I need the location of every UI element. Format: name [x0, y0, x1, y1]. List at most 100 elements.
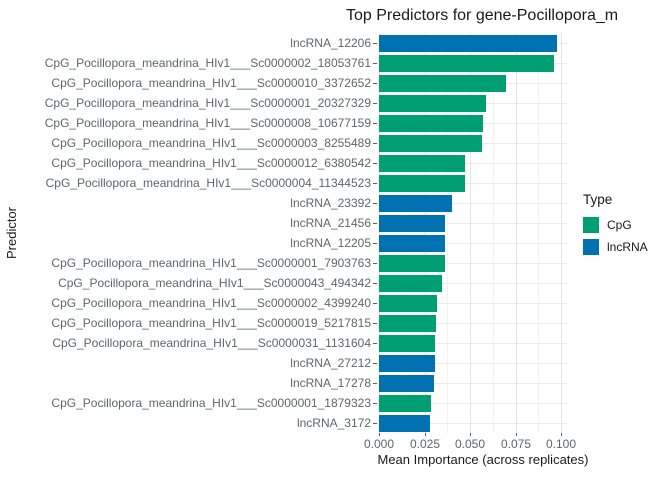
x-tick-label: 0.025: [409, 437, 441, 451]
y-tick-mark: [373, 322, 377, 324]
y-tick-mark: [373, 242, 377, 244]
bar: [379, 374, 434, 392]
gridline-horizontal: [379, 182, 567, 184]
y-axis-label: CpG_Pocillopora_meandrina_HIv1___Sc00000…: [44, 56, 371, 70]
gridline-horizontal: [379, 202, 567, 204]
gridline-major: [379, 33, 380, 433]
y-tick-mark: [373, 342, 377, 344]
bar: [379, 114, 483, 132]
bar: [379, 414, 430, 432]
chart-title: Top Predictors for gene-Pocillopora_m: [346, 7, 619, 24]
y-axis-label: CpG_Pocillopora_meandrina_HIv1___Sc00000…: [51, 76, 371, 90]
y-axis-label: lncRNA_27212: [290, 356, 371, 370]
gridline-horizontal: [379, 262, 567, 264]
x-tick-mark: [425, 433, 426, 436]
gridline-horizontal: [379, 222, 567, 224]
legend-entries: CpG lncRNA: [583, 217, 648, 255]
y-axis-label: lncRNA_17278: [290, 376, 371, 390]
x-tick-label: 0.075: [500, 437, 532, 451]
legend-title: Type: [583, 192, 613, 207]
y-axis-label: CpG_Pocillopora_meandrina_HIv1___Sc00000…: [58, 276, 371, 290]
y-tick-mark: [373, 282, 377, 284]
gridline-horizontal: [379, 162, 567, 164]
y-tick-mark: [373, 82, 377, 84]
y-tick-mark: [373, 302, 377, 304]
bar: [379, 274, 442, 292]
y-axis-label: CpG_Pocillopora_meandrina_HIv1___Sc00000…: [51, 256, 371, 270]
legend: Type CpG lncRNA: [583, 192, 648, 261]
y-axis-label: CpG_Pocillopora_meandrina_HIv1___Sc00000…: [51, 296, 371, 310]
x-tick-mark: [379, 433, 380, 436]
gridline-minor: [538, 33, 539, 433]
bar: [379, 254, 445, 272]
gridline-horizontal: [379, 422, 567, 424]
y-tick-mark: [373, 202, 377, 204]
y-axis-label: CpG_Pocillopora_meandrina_HIv1___Sc00000…: [51, 316, 371, 330]
gridline-minor: [402, 33, 403, 433]
gridline-major: [561, 33, 562, 433]
y-tick-mark: [373, 382, 377, 384]
y-tick-mark: [373, 262, 377, 264]
gridline-horizontal: [379, 242, 567, 244]
y-axis-label: lncRNA_3172: [296, 416, 371, 430]
y-tick-mark: [373, 362, 377, 364]
gridline-minor: [493, 33, 494, 433]
bar: [379, 34, 557, 52]
gridline-major: [425, 33, 426, 433]
x-tick-label: 0.000: [363, 437, 395, 451]
bar: [379, 74, 506, 92]
gridline-major: [516, 33, 517, 433]
gridline-horizontal: [379, 302, 567, 304]
bar: [379, 134, 482, 152]
y-tick-mark: [373, 142, 377, 144]
y-axis-label: lncRNA_21456: [290, 216, 371, 230]
x-tick-label: 0.050: [454, 437, 486, 451]
x-tick-mark: [470, 433, 471, 436]
y-tick-mark: [373, 102, 377, 104]
y-tick-mark: [373, 402, 377, 404]
bar: [379, 94, 486, 112]
bar: [379, 194, 452, 212]
gridline-minor: [447, 33, 448, 433]
y-axis-label: lncRNA_12205: [290, 236, 371, 250]
y-tick-mark: [373, 122, 377, 124]
bar: [379, 294, 437, 312]
gridline-horizontal: [379, 382, 567, 384]
gridline-horizontal: [379, 362, 567, 364]
y-tick-mark: [373, 42, 377, 44]
bar: [379, 214, 445, 232]
x-tick-mark: [561, 433, 562, 436]
bar: [379, 334, 435, 352]
gridline-horizontal: [379, 402, 567, 404]
y-tick-mark: [373, 182, 377, 184]
y-tick-mark: [373, 222, 377, 224]
legend-entry-label: CpG: [607, 218, 632, 232]
y-axis-label: CpG_Pocillopora_meandrina_HIv1___Sc00000…: [52, 336, 371, 350]
x-tick-mark: [516, 433, 517, 436]
x-tick-label: 0.100: [545, 437, 577, 451]
legend-swatch-lncrna: [583, 239, 599, 255]
y-axis-label: CpG_Pocillopora_meandrina_HIv1___Sc00000…: [44, 116, 371, 130]
bar: [379, 174, 465, 192]
y-axis-title: Predictor: [4, 206, 19, 260]
y-axis-label: CpG_Pocillopora_meandrina_HIv1___Sc00000…: [45, 176, 371, 190]
bar: [379, 394, 431, 412]
y-axis-label: CpG_Pocillopora_meandrina_HIv1___Sc00000…: [51, 396, 371, 410]
y-tick-mark: [373, 422, 377, 424]
bar: [379, 54, 554, 72]
bar: [379, 354, 435, 372]
legend-entry: CpG: [583, 217, 648, 233]
y-axis-label: CpG_Pocillopora_meandrina_HIv1___Sc00000…: [51, 136, 371, 150]
gridline-horizontal: [379, 282, 567, 284]
bar: [379, 314, 436, 332]
legend-entry: lncRNA: [583, 239, 648, 255]
y-axis-label: lncRNA_12206: [290, 36, 371, 50]
y-axis-label: lncRNA_23392: [290, 196, 371, 210]
bar: [379, 154, 465, 172]
gridline-horizontal: [379, 342, 567, 344]
legend-swatch-cpg: [583, 217, 599, 233]
gridline-major: [470, 33, 471, 433]
y-axis-label: CpG_Pocillopora_meandrina_HIv1___Sc00000…: [51, 156, 371, 170]
bar: [379, 234, 445, 252]
